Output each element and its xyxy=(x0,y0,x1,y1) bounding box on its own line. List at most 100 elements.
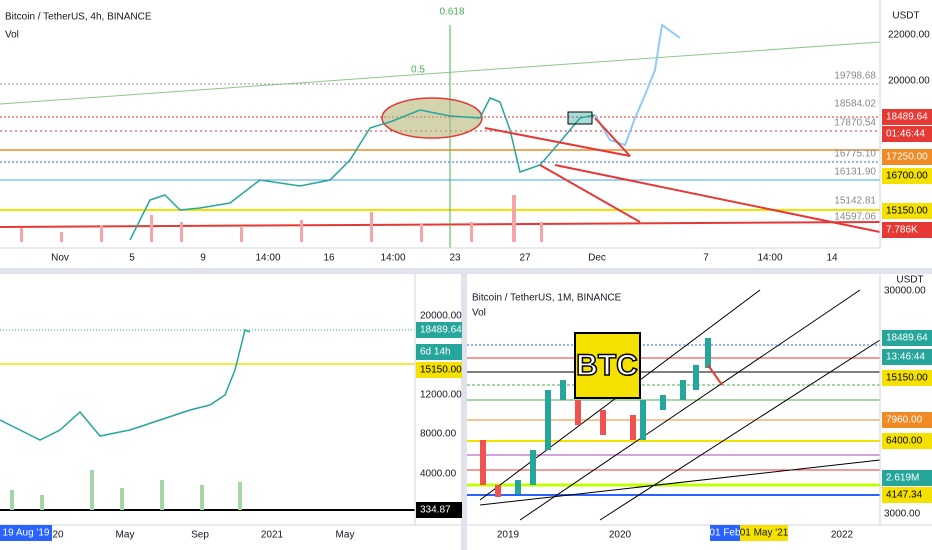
price-tag xyxy=(416,322,462,338)
y-tick-label: 20000.00 xyxy=(420,311,462,322)
price-tag-text: 15150.00 xyxy=(420,365,462,376)
x-tick-label: Sep xyxy=(191,530,209,541)
price-tag xyxy=(882,349,932,365)
badge: BTC xyxy=(576,349,638,382)
fib-label: 0.5 xyxy=(411,65,425,76)
price-tag-text: 6d 14h xyxy=(420,347,451,358)
date-tag-text: 19 Aug '19 xyxy=(3,528,50,539)
price-tag-text: 15150.00 xyxy=(886,206,928,217)
price-tag-text: 13:46:44 xyxy=(886,352,925,363)
highlight-ellipse xyxy=(381,97,483,139)
x-tick-label: 14:00 xyxy=(757,253,782,264)
price-tag-text: 15150.00 xyxy=(886,373,928,384)
price-line-label: 14597.06 xyxy=(834,212,876,223)
fib-label: 0.618 xyxy=(439,7,464,18)
price-tag-text: 2.619M xyxy=(886,473,919,484)
price-tag xyxy=(882,370,932,386)
price-tag-text: 18489.64 xyxy=(886,333,928,344)
x-tick-label: 5 xyxy=(129,253,135,264)
date-tag-text: 01 May '21 xyxy=(740,528,789,539)
x-tick-label: 7 xyxy=(703,253,709,264)
price-line-label: 19798.68 xyxy=(834,71,876,82)
date-tag xyxy=(0,525,52,541)
price-tag xyxy=(882,203,932,219)
bottom-left-panel: 20000.0016000.0012000.008000.004000.0018… xyxy=(0,274,462,541)
x-tick-label: 23 xyxy=(449,253,461,264)
x-tick-label: May xyxy=(116,530,135,541)
price-tag xyxy=(882,470,932,486)
fib-lines xyxy=(467,344,880,496)
candles xyxy=(480,338,711,497)
x-tick-label: Dec xyxy=(588,253,606,264)
date-tag-text: 01 Feb xyxy=(709,528,741,539)
price-tag-text: 16700.00 xyxy=(886,171,928,182)
price-line xyxy=(0,328,251,441)
x-tick-label: 2019 xyxy=(497,530,520,541)
price-line-label: 17870.54 xyxy=(834,118,876,129)
price-tag xyxy=(882,126,932,142)
x-tick-label: 14:00 xyxy=(380,253,405,264)
y-tick-label: 20000.00 xyxy=(888,76,930,87)
price-tag xyxy=(882,487,932,503)
x-tick-label: Nov xyxy=(51,253,69,264)
x-tick-label: 2020 xyxy=(609,530,632,541)
badge-box xyxy=(574,332,641,399)
separator xyxy=(0,268,932,274)
y-tick-label: 3000.00 xyxy=(884,509,921,520)
price-tag-text: 4147.34 xyxy=(886,490,923,501)
level-line xyxy=(0,221,881,228)
price-line-label: 18584.02 xyxy=(834,99,876,110)
price-tag xyxy=(882,412,932,428)
price-tag xyxy=(882,109,932,125)
price-tag xyxy=(416,502,462,518)
y-tick-label: 8000.00 xyxy=(420,429,457,440)
price-tag-text: 18489.64 xyxy=(420,325,462,336)
currency: USDT xyxy=(896,275,923,286)
x-tick-label: 2021 xyxy=(261,530,284,541)
price-line-label: 15142.81 xyxy=(834,196,876,207)
price-tag-text: 18489.64 xyxy=(886,112,928,123)
price-tag-text: 7.786K xyxy=(886,225,918,236)
y-tick-label: 12000.00 xyxy=(420,390,462,401)
y-tick-label: 30000.00 xyxy=(884,286,926,297)
price-tag xyxy=(882,330,932,346)
top-panel: Bitcoin / TetherUS, 4h, BINANCE Vol 0.61… xyxy=(0,0,932,264)
chart-title: Bitcoin / TetherUS, 1M, BINANCE xyxy=(472,293,622,304)
arrows xyxy=(484,117,881,233)
x-tick-label: 16 xyxy=(323,253,335,264)
price-tag xyxy=(882,433,932,449)
chart-title: Bitcoin / TetherUS, 4h, BINANCE xyxy=(5,12,152,23)
price-tag xyxy=(882,168,932,184)
price-line-label: 16131.90 xyxy=(834,167,876,178)
indicator: Vol xyxy=(5,30,19,41)
y-tick-label: 4000.00 xyxy=(420,469,457,480)
x-tick-label: 9 xyxy=(200,253,206,264)
y-tick-label: 22000.00 xyxy=(888,30,930,41)
bottom-right-panel: BTC Bitcoin / TetherUS, 1M, BINANCE Vol … xyxy=(467,274,932,541)
price-tag xyxy=(416,362,462,378)
price-line-label: 16775.10 xyxy=(834,149,876,160)
x-tick-label: May xyxy=(336,530,355,541)
date-tag xyxy=(710,525,740,541)
projection xyxy=(594,23,681,147)
currency: USDT xyxy=(892,11,919,22)
x-tick-label: 20 xyxy=(52,530,64,541)
box xyxy=(567,111,593,125)
x-tick-label: 14:00 xyxy=(255,253,280,264)
trend-line xyxy=(0,41,881,105)
x-tick-label: 27 xyxy=(519,253,531,264)
date-tag xyxy=(740,525,788,541)
x-tick-label: 14 xyxy=(826,253,838,264)
volume-bars xyxy=(20,195,543,242)
price-tag-text: 17250.00 xyxy=(886,152,928,163)
price-tag-text: 7960.00 xyxy=(886,415,923,426)
separator xyxy=(461,274,467,550)
price-tag xyxy=(416,344,462,360)
price-line xyxy=(129,97,596,241)
price-tag xyxy=(882,149,932,165)
volume-bars xyxy=(10,470,242,510)
price-tag-text: 01:46:44 xyxy=(886,129,925,140)
price-tag xyxy=(882,222,932,238)
price-tag-text: 6400.00 xyxy=(886,436,923,447)
